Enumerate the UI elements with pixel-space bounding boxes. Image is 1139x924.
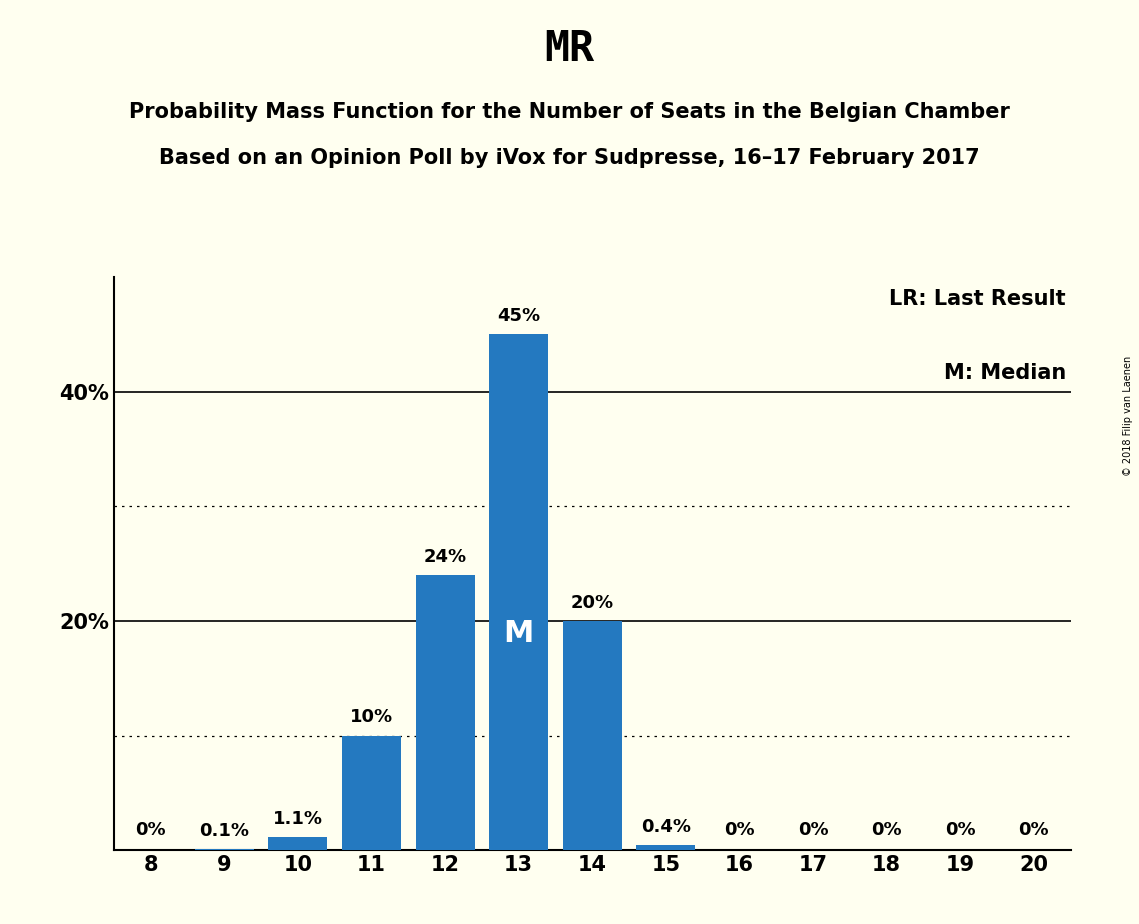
Text: Probability Mass Function for the Number of Seats in the Belgian Chamber: Probability Mass Function for the Number… — [129, 102, 1010, 122]
Text: 0%: 0% — [724, 821, 755, 839]
Bar — [195, 849, 254, 850]
Bar — [563, 621, 622, 850]
Text: 0%: 0% — [945, 821, 976, 839]
Text: 0%: 0% — [797, 821, 828, 839]
Text: Based on an Opinion Poll by iVox for Sudpresse, 16–17 February 2017: Based on an Opinion Poll by iVox for Sud… — [159, 148, 980, 168]
Text: LR: Last Result: LR: Last Result — [890, 288, 1066, 309]
Bar — [269, 837, 327, 850]
Bar — [490, 334, 548, 850]
Text: MR: MR — [544, 28, 595, 69]
Text: 24%: 24% — [424, 548, 467, 565]
Text: 0.1%: 0.1% — [199, 821, 249, 840]
Text: 0%: 0% — [136, 821, 166, 839]
Text: M: M — [503, 619, 534, 648]
Text: 1.1%: 1.1% — [273, 810, 322, 828]
Text: 0.4%: 0.4% — [641, 819, 691, 836]
Text: 0%: 0% — [871, 821, 902, 839]
Text: 45%: 45% — [497, 308, 540, 325]
Text: 0%: 0% — [1018, 821, 1049, 839]
Text: M: Median: M: Median — [943, 363, 1066, 383]
Bar — [416, 575, 475, 850]
Text: 10%: 10% — [350, 709, 393, 726]
Bar — [637, 845, 695, 850]
Text: 20%: 20% — [571, 594, 614, 612]
Text: © 2018 Filip van Laenen: © 2018 Filip van Laenen — [1123, 356, 1133, 476]
Bar — [342, 736, 401, 850]
